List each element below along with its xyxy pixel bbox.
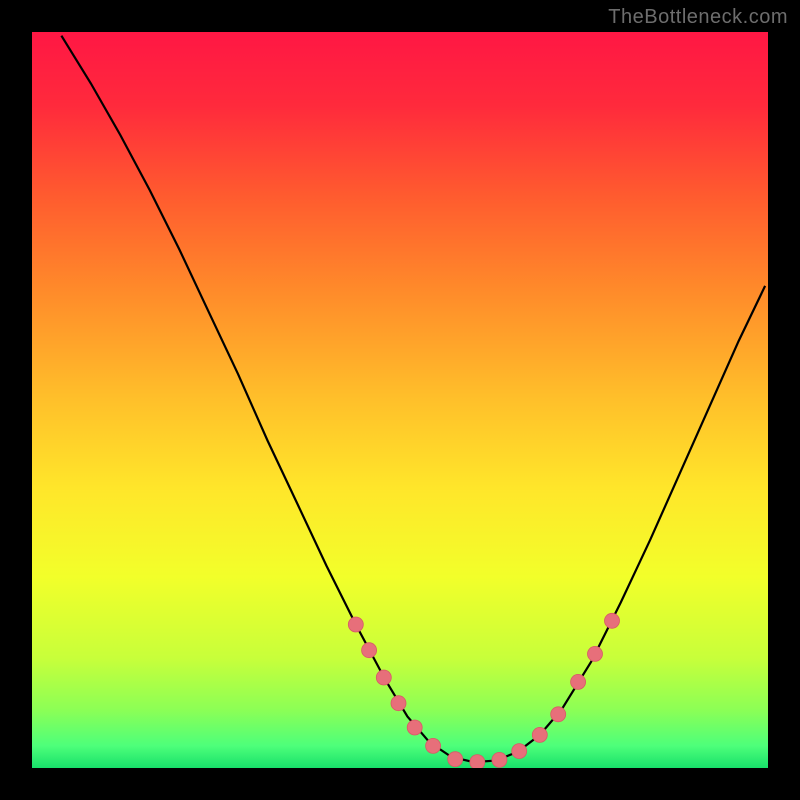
outer-background bbox=[0, 0, 800, 800]
chart-stage: TheBottleneck.com bbox=[0, 0, 800, 800]
